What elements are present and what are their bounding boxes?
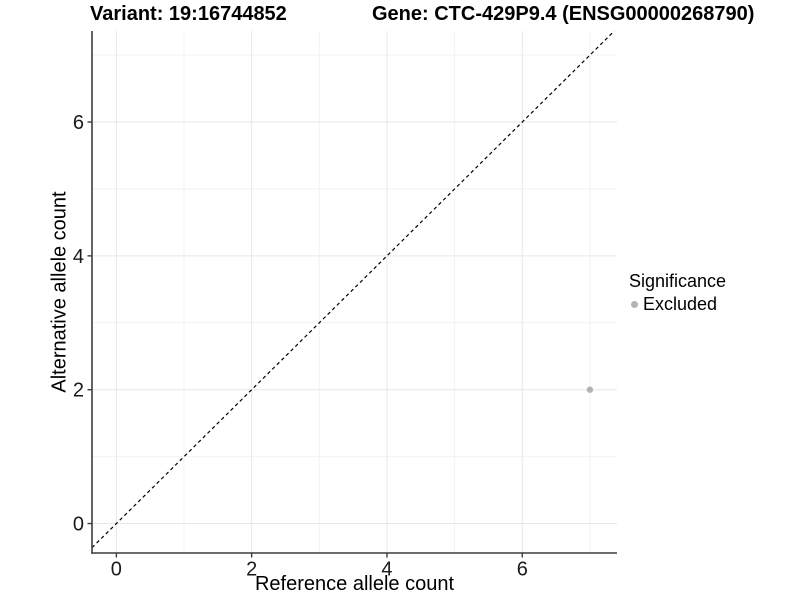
x-tick-label: 6: [517, 559, 528, 581]
legend: Significance Excluded: [629, 271, 726, 314]
x-tick-label: 0: [111, 559, 122, 581]
legend-item-label: Excluded: [643, 294, 718, 314]
x-tick-label: 2: [246, 559, 257, 581]
identity-dashed-line: [91, 30, 615, 549]
y-tick-label: 2: [73, 380, 84, 402]
data-point: [586, 386, 594, 393]
y-axis-title: Alternative allele count: [48, 191, 71, 393]
variant-title: Variant: 19:16744852: [90, 3, 287, 25]
x-axis-title: Reference allele count: [254, 573, 454, 595]
x-tick-label: 4: [381, 559, 392, 581]
gene-title: Gene: CTC-429P9.4 (ENSG00000268790): [372, 3, 755, 25]
excluded-point-icon: [631, 300, 638, 308]
legend-item-excluded: Excluded: [629, 294, 726, 314]
y-tick-label: 0: [73, 514, 84, 536]
y-tick-label: 4: [73, 246, 84, 268]
legend-title: Significance: [629, 271, 727, 291]
y-tick-label: 6: [73, 112, 84, 134]
